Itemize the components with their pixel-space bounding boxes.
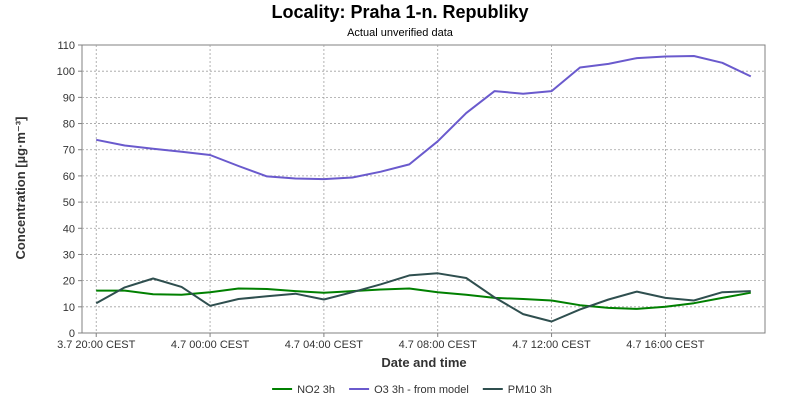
x-tick-label: 4.7 16:00 CEST xyxy=(626,339,705,351)
legend: NO2 3h O3 3h - from model PM10 3h xyxy=(272,384,552,396)
legend-item: PM10 3h xyxy=(482,384,552,396)
legend-item: NO2 3h xyxy=(272,384,335,396)
x-tick-label: 4.7 04:00 CEST xyxy=(285,339,364,351)
y-tick-label: 90 xyxy=(63,92,75,104)
x-tick-label: 4.7 08:00 CEST xyxy=(399,339,478,351)
x-axis-label: Date and time xyxy=(381,355,466,370)
plot-area: 0 10 20 30 40 50 60 70 80 90 100 110 3.7 20:00 CEST 4… xyxy=(57,40,766,351)
y-tick-label: 50 xyxy=(63,197,75,209)
y-tick-label: 100 xyxy=(57,66,75,78)
y-tick-label: 0 xyxy=(69,328,75,340)
series-line-1 xyxy=(96,287,751,310)
x-tick-label: 3.7 20:00 CEST xyxy=(57,339,136,351)
legend-label: O3 3h - from model xyxy=(374,384,469,396)
y-tick-label: 80 xyxy=(63,119,75,131)
legend-item: O3 3h - from model xyxy=(349,384,469,396)
y-tick-label: 110 xyxy=(57,40,75,52)
y-tick-label: 20 xyxy=(63,276,75,288)
y-axis-label: Concentration [µg·m⁻³] xyxy=(13,117,28,260)
y-tick-label: 30 xyxy=(63,249,75,261)
chart-subtitle: Actual unverified data xyxy=(347,27,454,39)
series-line-2 xyxy=(96,55,752,181)
y-tick-label: 70 xyxy=(63,145,75,157)
legend-label: NO2 3h xyxy=(297,384,335,396)
y-tick-label: 40 xyxy=(63,223,75,235)
x-tick-label: 4.7 00:00 CEST xyxy=(171,339,250,351)
plot-frame xyxy=(81,44,766,334)
series-line-3 xyxy=(95,272,751,323)
x-tick-label: 4.7 12:00 CEST xyxy=(512,339,591,351)
chart-title: Locality: Praha 1-n. Republiky xyxy=(271,2,528,22)
y-tick-label: 10 xyxy=(63,302,75,314)
legend-label: PM10 3h xyxy=(508,384,552,396)
y-tick-label: 60 xyxy=(63,171,75,183)
